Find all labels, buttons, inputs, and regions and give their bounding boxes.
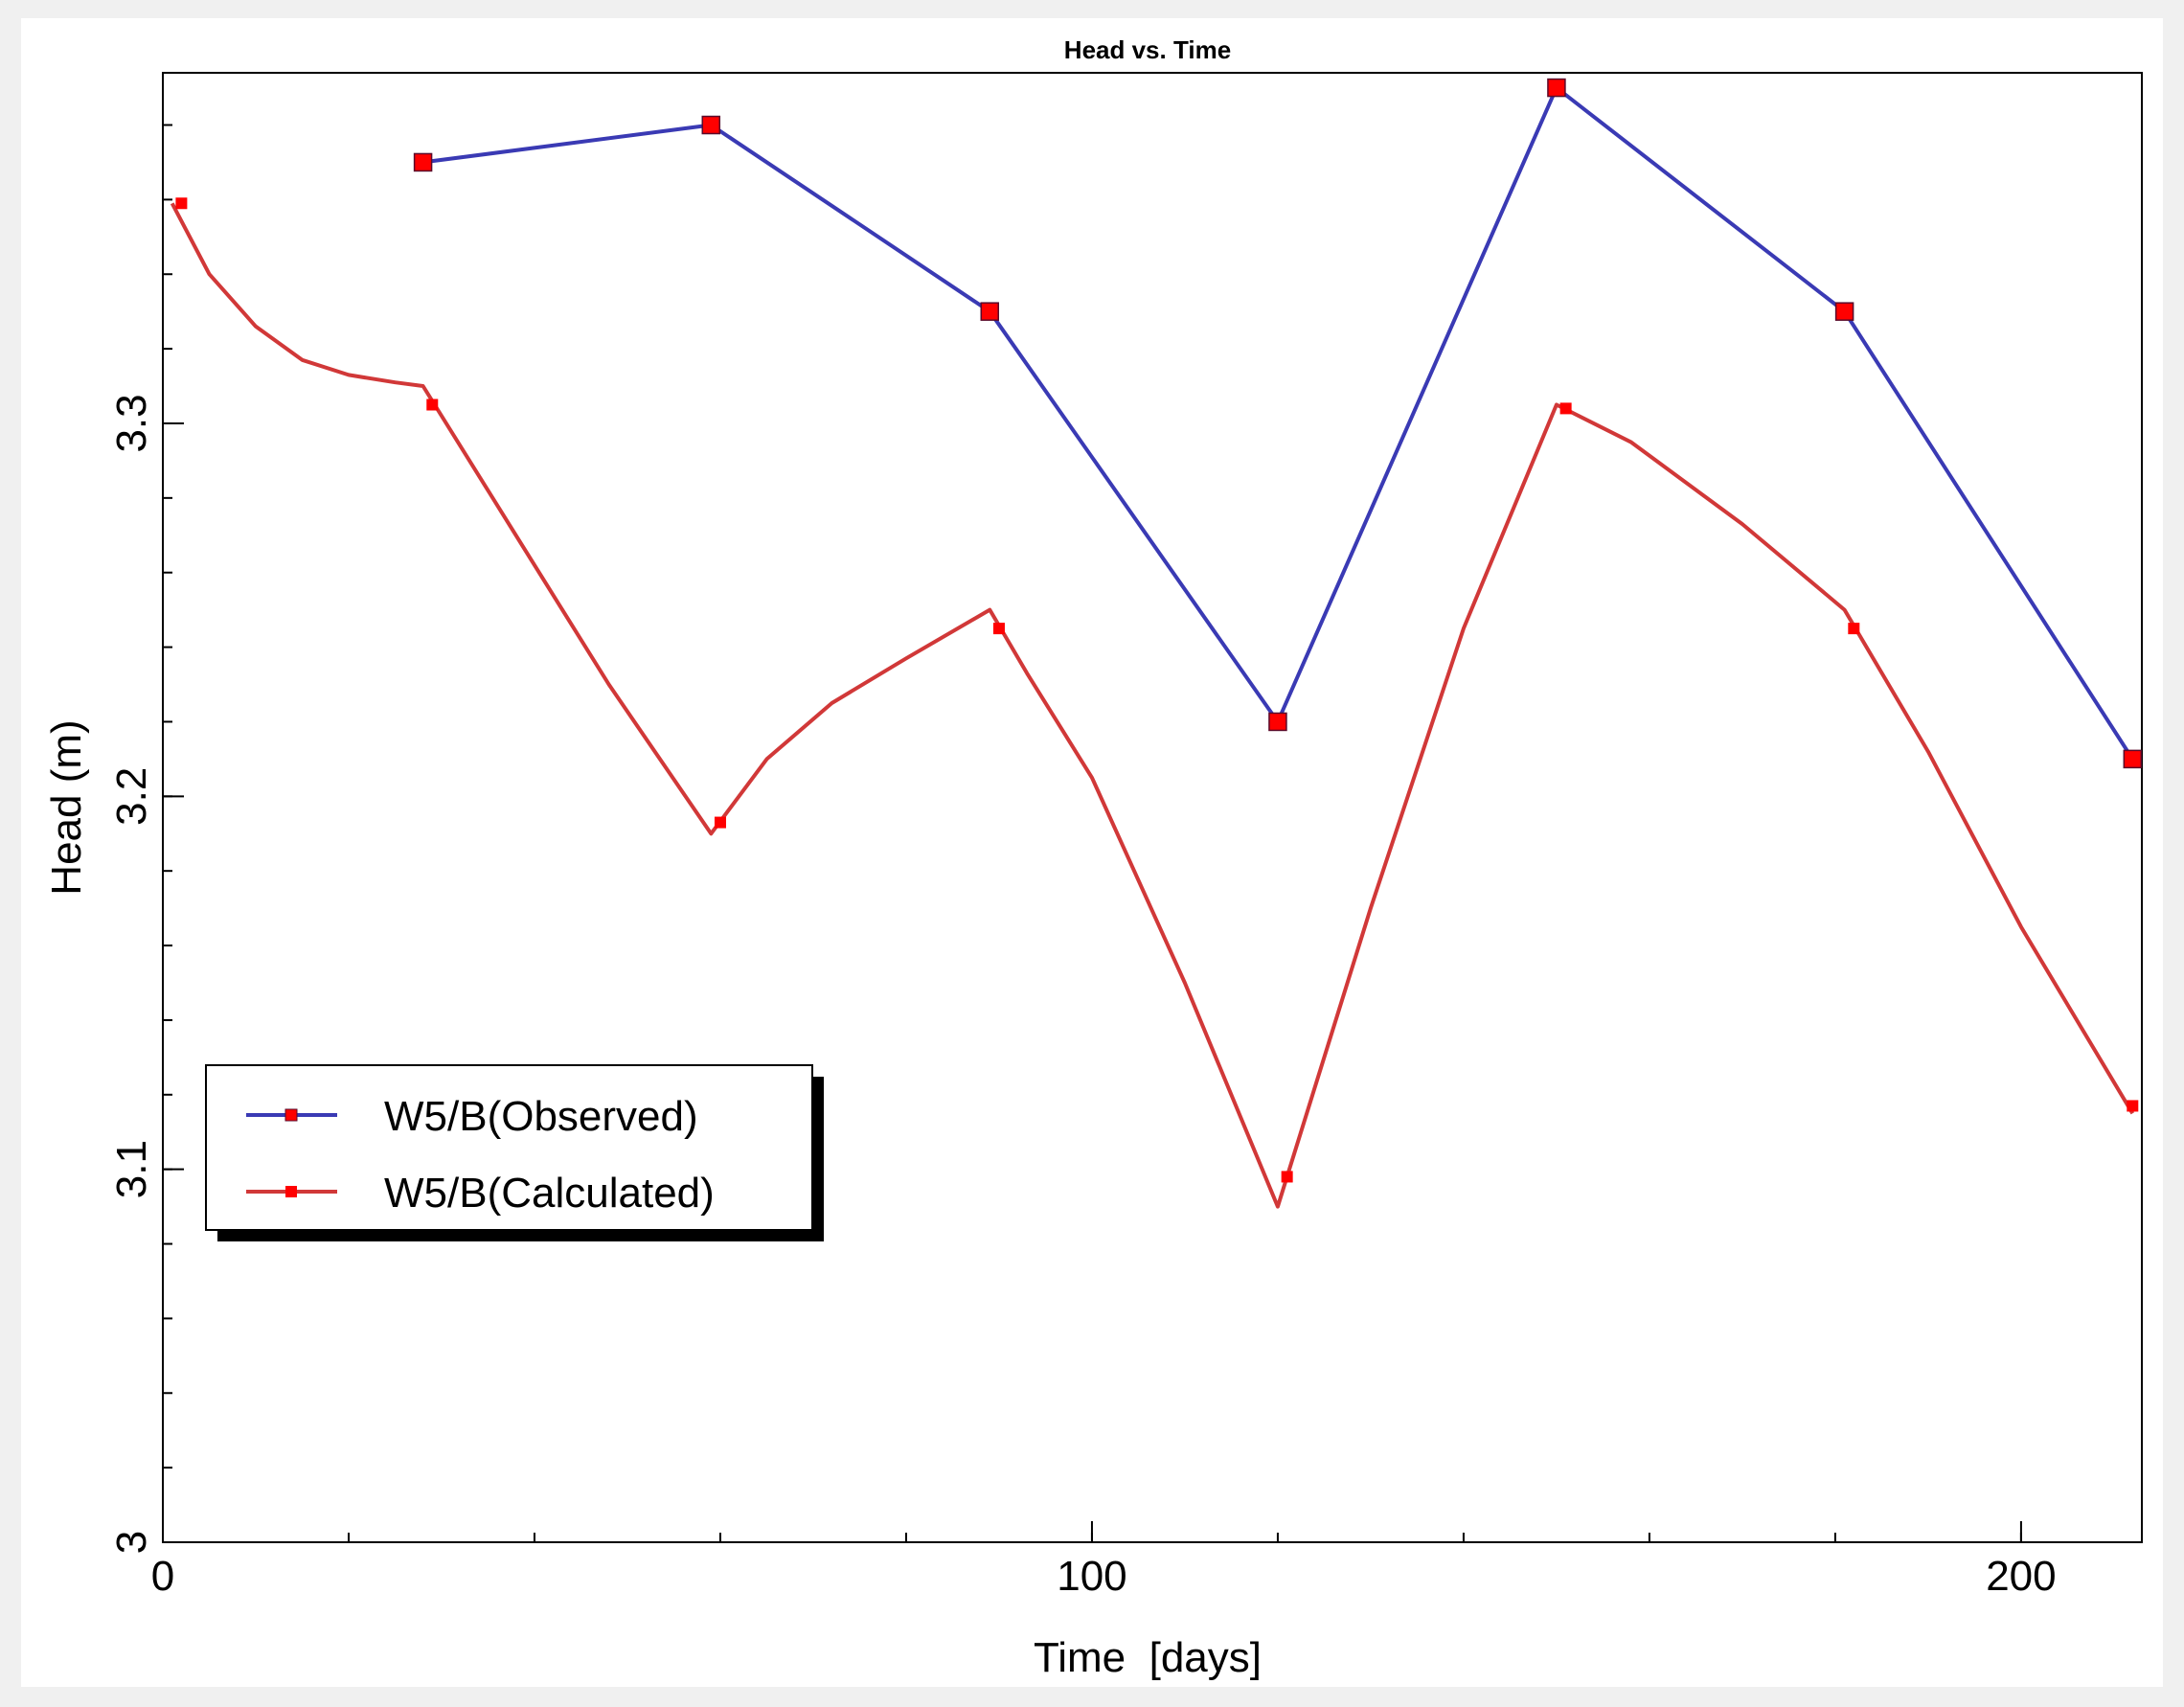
data-point (1848, 623, 1860, 635)
head-vs-time-chart: Head vs. Time 3 3.1 3.2 3.3 0 100 200 Time [d… (43, 35, 2143, 1681)
y-tick-label: 3.2 (108, 767, 155, 826)
y-axis: 3 3.1 3.2 3.3 (108, 124, 184, 1554)
series-layer (170, 78, 2143, 1209)
legend-label: W5/B(Observed) (384, 1093, 698, 1140)
series-1 (170, 197, 2139, 1209)
legend-label: W5/B(Calculated) (384, 1170, 715, 1217)
data-point (426, 398, 439, 411)
legend-item-0: W5/B(Observed) (246, 1093, 698, 1140)
series-0 (413, 78, 2143, 769)
data-point (1834, 302, 1854, 321)
legend-marker (285, 1186, 297, 1197)
x-tick-label: 200 (1986, 1553, 2056, 1600)
x-tick-label: 0 (151, 1553, 174, 1600)
plot-border (162, 72, 2143, 1543)
x-axis: 0 100 200 (151, 1521, 2057, 1600)
data-point (1281, 1171, 1293, 1183)
y-tick-label: 3 (108, 1531, 155, 1554)
x-tick-label: 100 (1057, 1553, 1126, 1600)
data-point (2127, 1100, 2139, 1112)
y-axis-label: Head (m) (43, 719, 90, 895)
series-line (422, 85, 2134, 761)
y-tick-label: 3.1 (108, 1140, 155, 1198)
data-point (1559, 402, 1572, 415)
chart-title: Head vs. Time (1064, 35, 1231, 64)
series-line (170, 202, 2135, 1209)
data-point (714, 816, 726, 829)
chart-panel: Head vs. Time 3 3.1 3.2 3.3 0 100 200 Time [d… (21, 18, 2163, 1687)
plot-frame (162, 72, 2143, 1543)
legend-item-1: W5/B(Calculated) (246, 1170, 715, 1217)
data-point (175, 197, 188, 210)
y-tick-label: 3.3 (108, 394, 155, 452)
data-point (2123, 749, 2143, 769)
legend-box (205, 1064, 813, 1231)
legend: W5/B(Observed) W5/B(Calculated) (205, 1064, 824, 1241)
data-point (413, 152, 433, 172)
data-point (1268, 712, 1287, 732)
data-point (1547, 78, 1566, 98)
data-point (701, 115, 721, 135)
x-axis-label: Time [days] (1034, 1634, 1262, 1681)
legend-marker (284, 1108, 298, 1122)
data-point (980, 302, 1000, 321)
data-point (992, 623, 1005, 635)
